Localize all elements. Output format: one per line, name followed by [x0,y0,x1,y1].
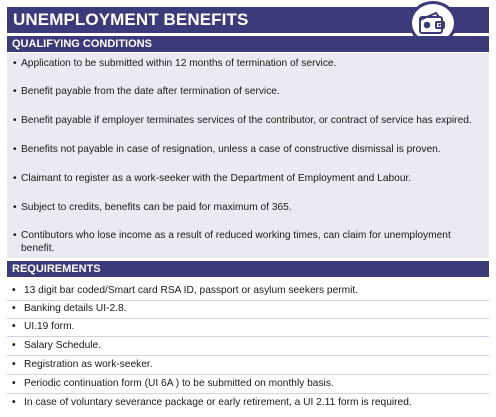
list-item: • Contibutors who lose income as a resul… [13,229,483,255]
bullet: • [12,321,16,332]
list-item: • Registration as work-seeker. [12,358,482,371]
requirements-header: REQUIREMENTS [7,261,489,277]
list-item-text: In case of voluntary severance package o… [24,397,412,408]
list-item: • Claimant to register as a work-seeker … [13,172,483,185]
list-item-text: 13 digit bar coded/Smart card RSA ID, pa… [24,285,359,296]
qualifying-conditions-header: QUALIFYING CONDITIONS [7,36,489,52]
list-item-text: Claimant to register as a work-seeker wi… [21,173,412,184]
bullet: • [13,144,17,155]
list-item-text: Salary Schedule. [24,340,102,351]
list-item: • Salary Schedule. [12,339,482,352]
bullet: • [12,378,16,389]
bullet: • [12,303,16,314]
bullet: • [12,340,16,351]
list-item: • Benefits not payable in case of resign… [13,143,483,156]
qualifying-conditions-heading: QUALIFYING CONDITIONS [12,38,152,50]
list-item-text: Subject to credits, benefits can be paid… [21,202,292,213]
list-item: • Banking details UI-2.8. [12,302,482,315]
requirements-list: • 13 digit bar coded/Smart card RSA ID, … [7,277,489,411]
bullet: • [12,285,16,296]
list-item-text: Banking details UI-2.8. [24,303,127,314]
divider [7,300,489,301]
list-item-text: Benefits not payable in case of resignat… [21,144,441,155]
title-bar: UNEMPLOYMENT BENEFITS [7,1,489,45]
bullet: • [13,173,17,184]
list-item: • In case of voluntary severance package… [12,396,482,409]
divider [7,374,489,375]
list-item-text: Application to be submitted within 12 mo… [21,58,337,69]
list-item-text: UI.19 form. [24,321,75,332]
list-item: • Application to be submitted within 12 … [13,57,483,70]
list-item-text: Periodic continuation form (UI 6A ) to b… [24,378,334,389]
bullet: • [13,202,17,213]
list-item-text: Benefit payable from the date after term… [21,86,280,97]
list-item: • UI.19 form. [12,320,482,333]
list-item-text: Contibutors who lose income as a result … [21,230,451,254]
bullet: • [12,397,16,408]
divider [7,355,489,356]
bullet: • [13,115,17,126]
list-item: • Benefit payable from the date after te… [13,85,483,98]
divider [7,393,489,394]
list-item-text: Registration as work-seeker. [24,359,153,370]
bullet: • [13,86,17,97]
page-title: UNEMPLOYMENT BENEFITS [13,10,249,29]
divider [7,318,489,319]
bullet: • [13,58,17,69]
list-item: • 13 digit bar coded/Smart card RSA ID, … [12,284,482,297]
bullet: • [12,359,16,370]
list-item: • Periodic continuation form (UI 6A ) to… [12,377,482,390]
list-item-text: Benefit payable if employer terminates s… [21,115,472,126]
requirements-heading: REQUIREMENTS [12,263,101,275]
bullet: • [13,230,17,241]
list-item: • Subject to credits, benefits can be pa… [13,201,483,214]
qualifying-conditions-list: • Application to be submitted within 12 … [7,53,489,258]
divider [7,336,489,337]
list-item: • Benefit payable if employer terminates… [13,114,483,127]
